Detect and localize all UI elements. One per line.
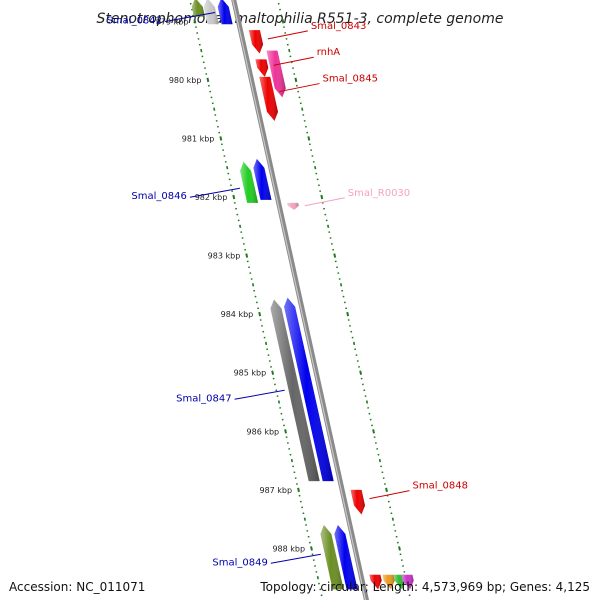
ruler-left-tick <box>284 429 287 434</box>
ruler-left-tick <box>258 311 262 317</box>
callout-smal-0846-label[interactable]: Smal_0846 <box>131 191 186 202</box>
ruler-left-tick <box>245 253 249 258</box>
ruler-left-tick <box>271 370 275 375</box>
scale-ruler-left <box>189 2 323 597</box>
tick-label-981: 981 kbp <box>182 134 215 143</box>
ruler-left-tick <box>239 224 242 228</box>
ruler-left-tick <box>226 166 229 170</box>
callout-smal-r0030-label[interactable]: Smal_R0030 <box>348 188 410 199</box>
ruler-left-tick <box>219 136 223 141</box>
callout-rnha-leader <box>273 56 314 66</box>
ruler-right-tick <box>301 107 304 111</box>
ruler-right-tick <box>320 194 324 200</box>
ruler-right-tick <box>346 311 350 317</box>
ruler-right-tick <box>327 224 330 228</box>
gene-smal-0845-shading <box>259 76 278 121</box>
ruler-left-tick <box>213 107 216 111</box>
gene-smal-0848-shading <box>350 489 365 515</box>
ruler-right-tick <box>391 517 395 521</box>
callout-smal-r0030-leader <box>304 197 345 207</box>
callout-smal-0849-label[interactable]: Smal_0849 <box>212 557 267 568</box>
gene-callouts: Smal_0842 Smal_0843 rnhA Smal_0845 Smal_0846… <box>107 12 468 568</box>
ruler-left-tick <box>232 194 236 200</box>
ruler-right-tick <box>359 370 363 375</box>
gene-smal-0847-shading <box>270 299 320 482</box>
callout-smal-0842-label[interactable]: Smal_0842 <box>107 16 162 27</box>
tick-label-980: 980 kbp <box>169 76 202 85</box>
tick-label-984: 984 kbp <box>221 310 254 319</box>
ruler-right-tick <box>398 546 401 551</box>
callout-smal-0847-leader <box>234 389 285 400</box>
gene-smal-0849-shading <box>320 525 344 590</box>
ruler-left-tick <box>200 48 203 53</box>
ruler-left-tick <box>297 487 300 493</box>
gene-feature-16-shading <box>382 574 395 590</box>
callout-smal-0848-label[interactable]: Smal_0848 <box>413 481 468 492</box>
callout-smal-0846-leader <box>189 187 240 198</box>
ruler-left-tick <box>303 517 307 521</box>
ruler-right-tick <box>385 487 388 493</box>
callout-smal-0843-leader <box>267 30 308 40</box>
callout-rnha-label[interactable]: rnhA <box>317 47 341 58</box>
accession-text: Accession: NC_011071 <box>9 580 146 594</box>
ruler-right-tick <box>333 253 337 258</box>
tick-label-982: 982 kbp <box>195 193 228 202</box>
gene-smal-0842-shading <box>217 0 233 25</box>
gene-feature-8-shading <box>253 158 272 200</box>
ruler-right-tick <box>307 136 311 141</box>
callout-smal-0843-label[interactable]: Smal_0843 <box>311 21 366 32</box>
callout-smal-0849-leader <box>270 553 321 564</box>
ruler-right-tick <box>281 19 285 24</box>
ruler-right-tick <box>378 458 382 463</box>
ruler-right-tick <box>339 283 343 287</box>
ruler-right-tick <box>365 400 369 404</box>
tick-label-983: 983 kbp <box>208 252 241 261</box>
gene-smal-0846-shading <box>240 161 259 203</box>
gene-feature-11-shading <box>284 297 334 482</box>
tick-label-988: 988 kbp <box>272 544 305 553</box>
ruler-left-tick <box>277 400 281 404</box>
gene-feature-14-shading <box>334 525 358 590</box>
gene-feature-15-shading <box>369 574 382 590</box>
gene-track <box>191 0 414 590</box>
scale-tick-labels: 979 kbp 980 kbp 981 kbp 982 kbp 983 kbp 984 k… <box>156 17 305 553</box>
tick-label-987: 987 kbp <box>259 486 292 495</box>
gene-smal-r0030-shading <box>287 202 299 210</box>
ruler-right-tick <box>294 77 298 83</box>
ruler-right-tick <box>314 166 317 170</box>
ruler-left-tick <box>316 576 319 580</box>
gene-feature-18-shading <box>401 574 414 590</box>
callout-smal-0845-label[interactable]: Smal_0845 <box>323 74 378 85</box>
tick-label-986: 986 kbp <box>247 427 280 436</box>
ruler-left-tick <box>251 283 255 287</box>
ruler-left-tick <box>310 546 313 551</box>
gene-smal-0843-shading <box>248 30 264 54</box>
tick-label-979: 979 kbp <box>156 17 189 26</box>
callout-smal-0847-label[interactable]: Smal_0847 <box>176 393 231 404</box>
gene-feature-2-shading <box>191 0 205 17</box>
ruler-left-tick <box>193 19 197 24</box>
callout-smal-0845-leader <box>279 83 320 93</box>
ruler-right-tick <box>352 341 356 346</box>
callout-smal-0848-leader <box>369 490 410 500</box>
genome-backbone <box>231 0 370 600</box>
ruler-right-tick <box>288 48 291 53</box>
topology-text: Topology: circular; Length: 4,573,969 bp… <box>260 580 590 594</box>
ruler-left-tick <box>206 77 210 83</box>
tick-label-985: 985 kbp <box>234 369 267 378</box>
ruler-left-tick <box>290 458 294 463</box>
gene-feature-0-shading <box>203 0 219 25</box>
ruler-right-tick <box>372 429 375 434</box>
backbone-line <box>231 0 370 600</box>
backbone-highlight <box>232 0 367 600</box>
callout-smal-0842-leader <box>164 12 216 22</box>
ruler-left-tick <box>264 341 268 346</box>
gene-feature-5-shading <box>266 50 286 98</box>
gene-rnha-shading <box>255 59 269 77</box>
